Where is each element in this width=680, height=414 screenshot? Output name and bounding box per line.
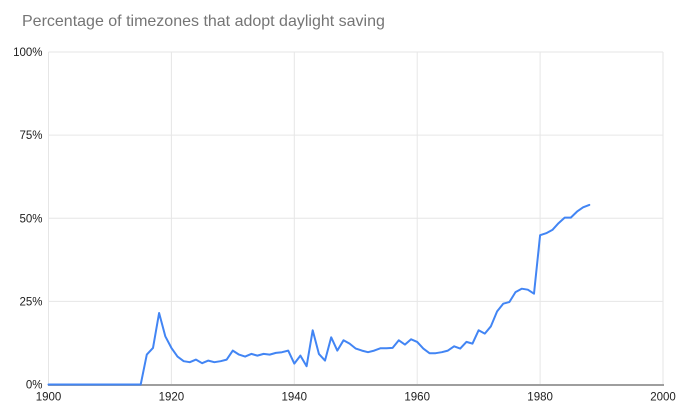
x-tick-label-1940: 1940 [282, 392, 308, 404]
x-tick-label-1960: 1960 [404, 392, 430, 404]
y-tick-label-0: 0% [26, 380, 43, 392]
series-line-percent-of-timezones-with-dst [47, 203, 591, 386]
chart-title: Percentage of timezones that adopt dayli… [22, 13, 385, 30]
y-tick-label-100: 100% [13, 47, 42, 59]
x-tick-label-2000: 2000 [650, 392, 676, 404]
y-tick-label-75: 75% [19, 130, 42, 142]
y-tick-label-25: 25% [19, 296, 42, 308]
x-tick-label-1920: 1920 [159, 392, 185, 404]
y-tick-label-50: 50% [19, 213, 42, 225]
x-tick-label-1980: 1980 [527, 392, 553, 404]
x-tick-label-1900: 1900 [36, 392, 62, 404]
